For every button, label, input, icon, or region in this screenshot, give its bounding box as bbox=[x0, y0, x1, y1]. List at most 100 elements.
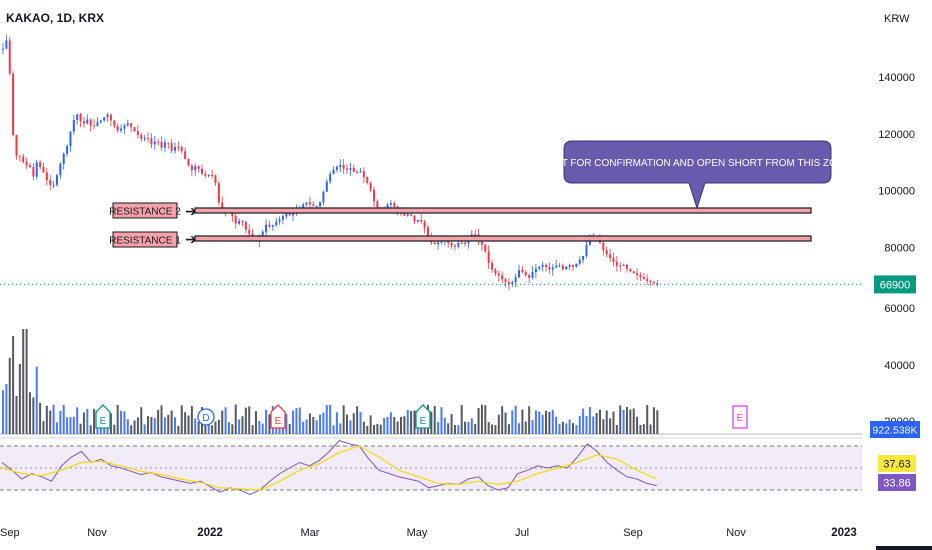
candle-body bbox=[507, 282, 510, 285]
volume-bar bbox=[504, 412, 507, 434]
candle-body bbox=[8, 40, 11, 74]
volume-bar bbox=[470, 418, 473, 434]
volume-bar bbox=[295, 408, 298, 434]
price-tick-label: 80000 bbox=[884, 242, 915, 254]
candle-body bbox=[79, 114, 82, 122]
volume-bar bbox=[42, 421, 45, 434]
candle-body bbox=[561, 265, 564, 270]
resistance-1[interactable]: RESISTANCE 1 ➔ bbox=[109, 231, 812, 248]
earnings-marker-label: E bbox=[275, 416, 282, 427]
price-tick-label: 140000 bbox=[878, 72, 915, 84]
candle-body bbox=[362, 171, 365, 178]
time-label: 2022 bbox=[197, 527, 223, 539]
volume-bar bbox=[555, 416, 558, 434]
candle-body bbox=[339, 164, 342, 167]
earnings-marker-icon[interactable]: E bbox=[95, 404, 111, 429]
price-axis[interactable]: 14000012000010000080000600004000020000 bbox=[878, 72, 915, 428]
price-tick-label: 40000 bbox=[884, 360, 915, 372]
symbol-title: KAKAO, 1D, KRX bbox=[6, 11, 104, 25]
resistance-1-label: RESISTANCE 1 bbox=[109, 236, 181, 247]
volume-bar bbox=[474, 424, 477, 434]
candle-body bbox=[123, 125, 126, 129]
volume-bar bbox=[396, 421, 399, 434]
volume-bar bbox=[625, 406, 628, 434]
volume-bar bbox=[393, 416, 396, 434]
rsi-badge bbox=[878, 474, 916, 491]
candle-body bbox=[551, 267, 554, 270]
earnings-marker-icon[interactable]: E bbox=[270, 404, 286, 429]
time-label: Nov bbox=[726, 527, 746, 539]
volume-bar bbox=[177, 425, 180, 434]
volume-bar bbox=[582, 408, 585, 434]
candle-body bbox=[521, 270, 524, 272]
candle-body bbox=[217, 183, 220, 203]
volume-bar bbox=[261, 423, 264, 434]
callout-bubble bbox=[563, 140, 832, 210]
volume-bar bbox=[619, 405, 622, 434]
time-axis[interactable]: Sep Nov 2022 Mar May Jul Sep Nov 2023 bbox=[0, 527, 857, 539]
candle-body bbox=[133, 127, 136, 132]
volume-bar bbox=[52, 404, 55, 434]
candle-body bbox=[568, 264, 571, 267]
candle-body bbox=[346, 168, 349, 170]
candle-body bbox=[319, 202, 322, 207]
volume-bar bbox=[254, 411, 257, 434]
earnings-marker-icon[interactable]: E bbox=[415, 404, 431, 429]
candle-body bbox=[457, 242, 460, 247]
volume-bar bbox=[588, 407, 591, 434]
candle-body bbox=[578, 259, 581, 264]
volume-bar bbox=[652, 407, 655, 434]
volume-bar bbox=[187, 415, 190, 434]
volume-bar bbox=[373, 425, 376, 434]
candle-body bbox=[335, 166, 338, 170]
volume-bar bbox=[356, 406, 359, 434]
scroll-indicator[interactable] bbox=[876, 546, 932, 550]
candle-body bbox=[42, 166, 45, 173]
resistance-2[interactable]: RESISTANCE 2 ➔ bbox=[109, 202, 812, 219]
volume-bar bbox=[86, 408, 89, 434]
candle-body bbox=[2, 48, 4, 50]
volume-bar bbox=[126, 419, 129, 434]
time-label: May bbox=[407, 527, 428, 539]
candle-body bbox=[86, 119, 89, 124]
candle-body bbox=[305, 202, 308, 205]
candle-body bbox=[69, 131, 72, 147]
volume-bar bbox=[190, 405, 193, 434]
volume-bar bbox=[329, 405, 332, 434]
volume-bar bbox=[632, 408, 635, 434]
volume-bar bbox=[89, 425, 92, 434]
volume-bar bbox=[524, 421, 527, 434]
volume-bar bbox=[369, 415, 372, 434]
candle-body bbox=[248, 229, 251, 234]
volume-bar bbox=[376, 423, 379, 434]
volume-bar bbox=[22, 329, 25, 434]
volume-bar bbox=[430, 411, 433, 434]
candle-body bbox=[275, 221, 278, 226]
volume-label: 922.538K bbox=[873, 425, 918, 437]
time-label: Nov bbox=[87, 527, 107, 539]
volume-bar bbox=[147, 416, 150, 434]
candle-body bbox=[585, 244, 588, 256]
time-label: Sep bbox=[0, 527, 20, 539]
volume-bar bbox=[238, 419, 241, 434]
volume-bar bbox=[595, 413, 598, 434]
candle-body bbox=[281, 216, 284, 220]
callout[interactable]: WAIT FOR CONFIRMATION AND OPEN SHORT FRO… bbox=[543, 140, 851, 210]
earnings-marker-icon[interactable]: E bbox=[732, 405, 748, 429]
candle-body bbox=[184, 151, 187, 159]
candle-body bbox=[352, 168, 355, 172]
rsi-ma-value: 37.63 bbox=[883, 459, 911, 471]
volume-bar bbox=[55, 422, 58, 434]
volume-bar bbox=[460, 405, 463, 434]
volume-bar bbox=[109, 413, 112, 434]
candle-body bbox=[52, 184, 55, 186]
dividend-marker-icon[interactable]: D bbox=[197, 408, 215, 426]
currency-label: KRW bbox=[884, 13, 910, 25]
price-tick-label: 120000 bbox=[878, 129, 915, 141]
volume-bar bbox=[5, 383, 8, 434]
candle-body bbox=[548, 266, 551, 270]
volume-bar bbox=[406, 409, 409, 434]
candle-body bbox=[244, 222, 247, 230]
volume-bar bbox=[322, 412, 325, 434]
